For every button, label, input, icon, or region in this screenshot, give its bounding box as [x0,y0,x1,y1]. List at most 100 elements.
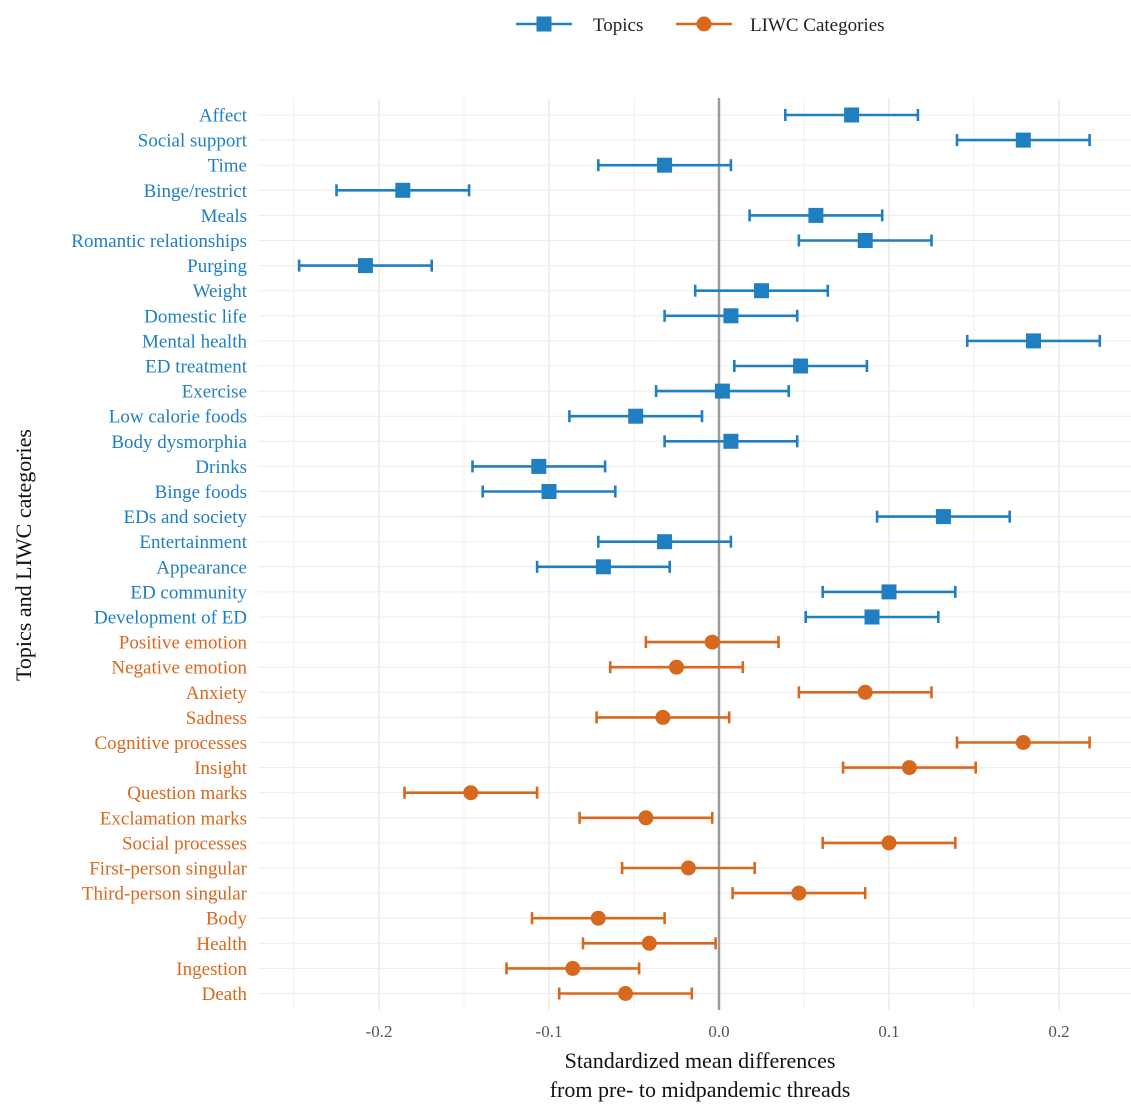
data-point [797,233,933,248]
square-marker [628,408,644,424]
category-label: Meals [201,206,247,227]
circle-marker [881,835,897,851]
circle-marker [641,935,657,951]
data-point [644,634,780,650]
circle-marker [901,760,917,776]
category-label: Body [206,909,248,930]
category-label: EDs and society [124,507,248,528]
data-point [841,760,978,776]
square-marker [857,233,873,248]
square-marker [357,258,373,274]
square-marker [723,433,739,449]
category-label: Binge/restrict [144,181,248,202]
data-point [595,709,731,725]
data-point [535,559,672,575]
square-marker [844,107,860,123]
data-point [297,258,434,274]
category-label: ED community [130,582,247,603]
category-label: Social processes [122,833,247,854]
category-label: Exercise [182,382,247,403]
category-label: Weight [193,281,248,302]
data-point [965,333,1102,349]
category-label: Mental health [142,331,247,352]
category-label: Appearance [156,557,247,578]
legend-item: Topics [516,15,643,36]
data-point [596,157,733,173]
data-point [578,810,714,826]
square-marker [881,584,897,600]
y-axis-title: Topics and LIWC categories [11,429,36,681]
data-point [955,735,1091,750]
x-axis-title-line1: Standardized mean differences [565,1048,836,1073]
category-label: Third-person singular [82,884,248,905]
category-label: Purging [187,256,247,277]
x-tick-label: 0.1 [878,1022,899,1041]
legend-item: LIWC Categories [676,15,885,36]
data-point [568,408,704,424]
legend-label: Topics [593,15,643,36]
data-point [530,910,666,926]
circle-marker [618,986,633,1001]
circle-marker [655,709,671,725]
square-marker [714,383,730,399]
square-marker [657,157,673,173]
category-label: Binge foods [155,482,247,503]
chart-marks [297,107,1102,1001]
category-label: Anxiety [186,683,248,704]
category-label: Development of ED [94,608,247,629]
grid [258,98,1131,1010]
circle-marker [791,885,807,901]
x-axis-title-line2: from pre- to midpandemic threads [550,1077,851,1102]
data-point [663,433,799,449]
category-label: Exclamation marks [100,808,247,829]
data-point [821,835,957,851]
category-label: Health [196,934,247,955]
category-labels: Affect Social support Time Binge/restrict Me… [71,106,247,1006]
data-point [797,684,933,700]
square-marker [864,609,880,625]
category-label: ED treatment [145,357,248,378]
circle-marker [669,659,684,675]
square-marker [657,534,673,550]
legend: Topics LIWC Categories [516,15,885,36]
category-label: Domestic life [144,306,247,327]
circle-marker [565,960,581,976]
square-marker [595,559,611,575]
circle-marker [1015,735,1031,750]
data-point [748,207,884,223]
square-marker [808,207,824,223]
data-point [663,308,799,324]
square-marker [531,458,547,474]
category-label: Low calorie foods [109,407,247,428]
data-point [620,860,757,876]
data-point [481,484,617,499]
data-point [596,534,733,550]
data-point [821,584,957,600]
data-point [875,509,1012,525]
x-tick-label: -0.2 [366,1022,393,1041]
category-label: Negative emotion [111,658,247,679]
category-label: Sadness [186,708,247,729]
data-point [654,383,791,399]
legend-label: LIWC Categories [750,15,885,36]
circle-marker [857,684,873,700]
category-label: Social support [138,131,248,152]
square-marker [935,509,951,525]
category-label: Death [202,984,248,1005]
square-marker [793,358,809,374]
category-label: First-person singular [89,859,247,880]
legend-square-marker [536,16,552,32]
data-point [471,458,607,474]
category-label: Positive emotion [119,633,248,654]
data-point [804,609,940,625]
category-label: Romantic relationships [71,231,247,252]
data-point [505,960,641,976]
data-point [335,182,471,198]
circle-marker [638,810,654,826]
square-marker [754,283,769,299]
x-tick-label: 0.0 [708,1022,729,1041]
category-label: Insight [194,758,248,779]
category-label: Body dysmorphia [111,432,247,453]
circle-marker [704,634,720,650]
